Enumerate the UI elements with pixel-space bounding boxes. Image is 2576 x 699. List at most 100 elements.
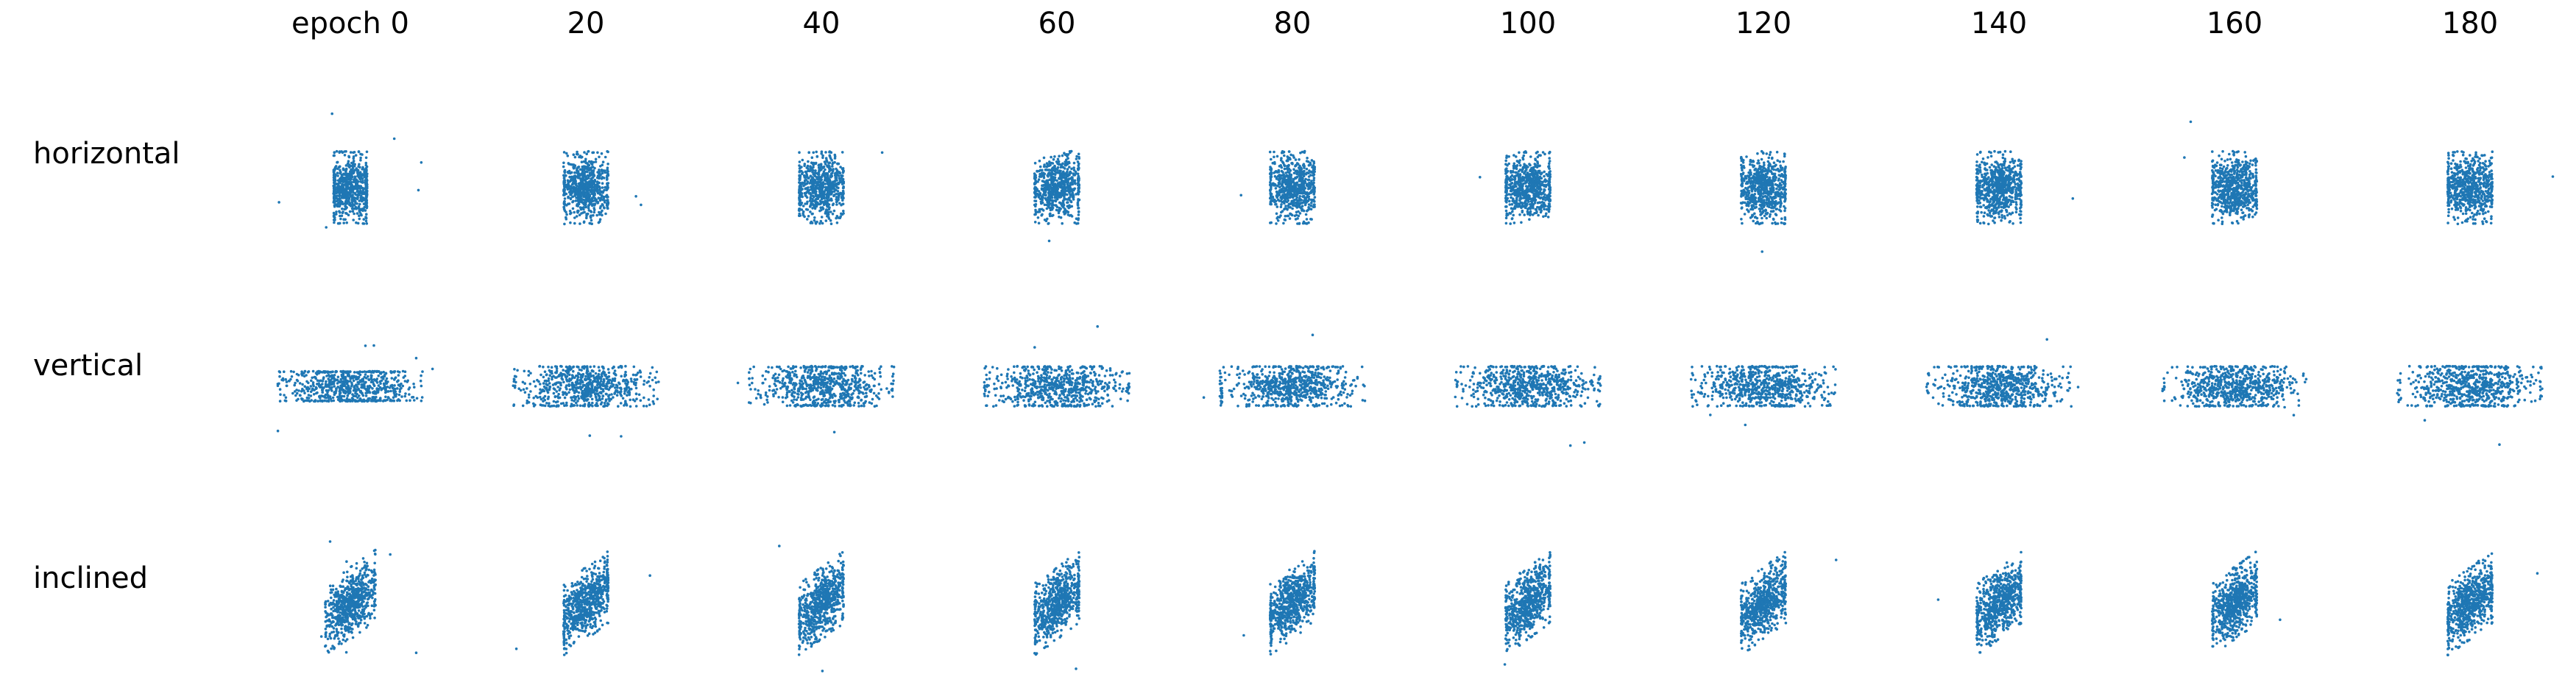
scatter-point [333, 221, 336, 224]
scatter-point [343, 154, 347, 157]
scatter-point [1277, 182, 1281, 186]
scatter-point [1050, 196, 1054, 199]
scatter-point [570, 177, 574, 180]
scatter-point [349, 170, 352, 174]
row-label-horizontal: horizontal [33, 136, 180, 171]
scatter-point [1077, 213, 1080, 216]
scatter-point [1065, 153, 1069, 156]
scatter-point [1740, 202, 1744, 205]
scatter-point [360, 198, 363, 202]
scatter-point [1747, 194, 1750, 196]
scatter-point [1046, 188, 1050, 191]
scatter-point [1539, 205, 1543, 208]
scatter-point [1076, 191, 1080, 195]
scatter-point [826, 160, 829, 163]
scatter-point [1777, 194, 1780, 198]
scatter-point [1762, 199, 1766, 202]
scatter-point [583, 151, 586, 154]
scatter-point [1758, 210, 1762, 213]
scatter-point [577, 202, 581, 206]
scatter-point [1526, 166, 1529, 168]
scatter-point [1284, 182, 1287, 185]
scatter-point [1759, 181, 1762, 184]
scatter-point [344, 211, 347, 215]
scatter-point [1783, 152, 1786, 156]
scatter-point [809, 210, 812, 213]
scatter-point [1038, 159, 1041, 163]
scatter-point [570, 211, 573, 215]
scatter-point [829, 219, 832, 222]
scatter-point [1523, 151, 1526, 154]
scatter-point [592, 207, 595, 210]
scatter-point [1777, 170, 1781, 173]
scatter-point [824, 151, 827, 154]
scatter-point [1077, 206, 1080, 210]
scatter-point [596, 200, 599, 204]
scatter-point [1307, 171, 1310, 175]
scatter-point [1052, 157, 1055, 161]
scatter-point [1287, 199, 1289, 202]
scatter-point [575, 196, 578, 199]
scatter-point [798, 214, 801, 217]
scatter-point [1544, 214, 1547, 218]
scatter-point [573, 164, 576, 168]
scatter-point [1279, 205, 1283, 209]
scatter-point [601, 186, 604, 189]
scatter-point [1292, 190, 1295, 193]
scatter-point [826, 187, 829, 190]
scatter-point [800, 202, 804, 205]
scatter-point [1776, 191, 1779, 194]
scatter-point [1078, 155, 1080, 159]
scatter-point [1066, 168, 1069, 171]
scatter-point [1313, 170, 1316, 174]
scatter-point [1066, 157, 1069, 160]
scatter-point [1074, 182, 1077, 185]
scatter-point [1761, 151, 1765, 155]
scatter-point [1512, 162, 1516, 166]
scatter-point [1038, 165, 1042, 168]
scatter-point [336, 197, 339, 201]
scatter-point [562, 177, 566, 180]
scatter-point [1310, 202, 1313, 205]
scatter-point [1758, 185, 1761, 188]
scatter-point [358, 214, 361, 218]
scatter-point [1547, 210, 1551, 213]
scatter-point [1280, 169, 1284, 173]
scatter-point [1510, 196, 1512, 199]
scatter-point [576, 150, 578, 154]
scatter-point [1747, 205, 1750, 207]
scatter-point [830, 174, 834, 177]
scatter-point [1052, 199, 1055, 202]
scatter-point [1532, 171, 1535, 174]
scatter-point [333, 178, 336, 181]
scatter-point [353, 151, 356, 154]
scatter-point [831, 165, 834, 168]
scatter-point [821, 206, 824, 209]
scatter-point [1756, 152, 1759, 155]
scatter-point [1292, 194, 1295, 198]
scatter-point [810, 213, 814, 216]
scatter-point [814, 192, 818, 196]
scatter-point [1033, 172, 1036, 175]
scatter-point [1273, 150, 1275, 154]
scatter-point [1295, 162, 1299, 165]
scatter-point [837, 186, 840, 190]
scatter-point [1292, 202, 1295, 205]
scatter-outlier-point [417, 188, 420, 192]
scatter-point [1513, 202, 1516, 205]
scatter-point [798, 209, 801, 213]
scatter-point [1982, 215, 1986, 218]
scatter-point [352, 191, 355, 194]
scatter-point [1512, 221, 1516, 224]
scatter-point [832, 194, 835, 198]
scatter-point [1548, 180, 1551, 182]
scatter-point [1282, 221, 1285, 225]
scatter-point [361, 222, 365, 225]
scatter-point [588, 174, 592, 177]
scatter-point [1061, 154, 1064, 157]
scatter-point [1047, 175, 1050, 178]
scatter-point [1536, 174, 1539, 177]
scatter-point [605, 178, 609, 181]
scatter-point [605, 176, 609, 179]
scatter-point [833, 184, 836, 188]
